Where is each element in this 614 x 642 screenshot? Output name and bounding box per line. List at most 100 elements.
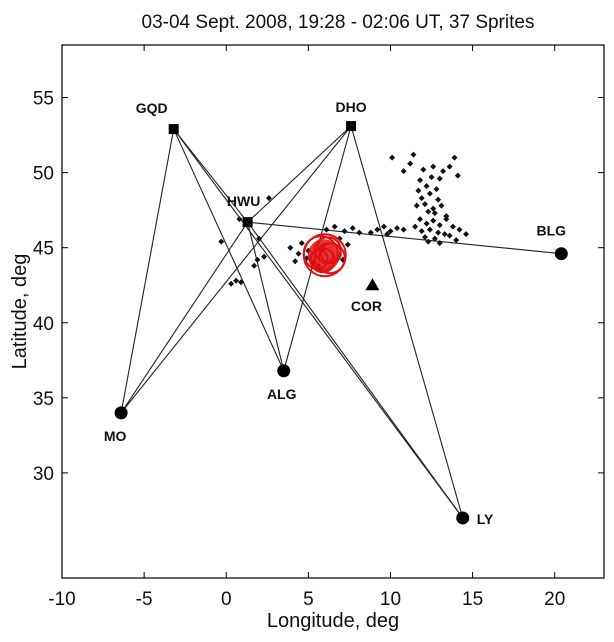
lightning-point [433, 186, 440, 193]
lightning-point [412, 223, 419, 230]
lightning-point [238, 279, 245, 286]
lightning-point [418, 195, 425, 202]
chart-title: 03-04 Sept. 2008, 19:28 - 02:06 UT, 37 S… [141, 12, 535, 33]
x-tick-label: 15 [462, 589, 483, 610]
lightning-point [423, 220, 430, 227]
lightning-point [456, 226, 463, 233]
lightning-point [410, 151, 417, 158]
station-gqd-label: GQD [136, 100, 168, 116]
lightning-point [446, 232, 453, 239]
x-tick-label: -10 [48, 589, 75, 610]
link-line [247, 221, 562, 255]
link-line [120, 128, 175, 413]
lightning-point [380, 223, 387, 230]
station-dho-label: DHO [336, 99, 367, 115]
lightning-point [425, 208, 432, 215]
lightning-point [436, 222, 443, 229]
lightning-point [430, 217, 437, 224]
y-tick-label: 40 [33, 314, 54, 335]
lightning-point [435, 196, 442, 203]
lightning-point [431, 210, 438, 217]
lightning-point [367, 229, 374, 236]
link-line [173, 128, 249, 223]
lightning-point [251, 262, 258, 269]
x-axis-label: Longitude, deg [267, 610, 399, 632]
lightning-point [292, 258, 299, 265]
lightning-point [421, 201, 428, 208]
lightning-point [331, 223, 338, 230]
station-alg-label: ALG [267, 386, 297, 402]
lightning-point [387, 228, 394, 235]
lightning-point [384, 231, 391, 238]
lightning-point [256, 235, 263, 242]
lightning-point [463, 231, 470, 238]
y-axis-label: Latitude, deg [9, 254, 31, 370]
y-tick-label: 30 [33, 464, 54, 485]
lightning-point [261, 253, 268, 260]
lightning-point [438, 202, 445, 209]
station-cor-label: COR [351, 298, 382, 314]
station-ly-label: LY [477, 511, 494, 527]
lightning-point [400, 226, 407, 233]
lightning-point [420, 166, 427, 173]
link-line [247, 221, 464, 519]
lightning-point [425, 238, 432, 245]
lightning-point [431, 235, 438, 242]
link-line [247, 125, 352, 223]
x-tick-label: 5 [303, 589, 314, 610]
x-tick-label: 20 [544, 589, 565, 610]
lightning-point [423, 183, 430, 190]
lightning-point [436, 175, 443, 182]
lightning-point [287, 244, 294, 251]
station-mo-marker [114, 406, 128, 420]
lightning-point [435, 229, 442, 236]
y-tick-label: 50 [33, 164, 54, 185]
y-tick-label: 55 [33, 89, 54, 110]
lightning-point [236, 216, 243, 223]
station-hwu-marker [242, 217, 253, 228]
lightning-point [341, 228, 348, 235]
lightning-point [443, 213, 450, 220]
lightning-point [344, 241, 351, 248]
y-tick-label: 45 [33, 239, 54, 260]
y-tick-label: 35 [33, 389, 54, 410]
station-dho-marker [346, 121, 357, 132]
lightning-point [349, 225, 356, 232]
lightning-point [421, 234, 428, 241]
x-tick-label: 10 [380, 589, 401, 610]
lightning-point [446, 163, 453, 170]
lightning-point [426, 190, 433, 197]
lightning-point [374, 226, 381, 233]
sprite-cluster-core [307, 239, 340, 272]
lightning-point [254, 256, 261, 263]
lightning-point [441, 231, 448, 238]
lightning-point [265, 195, 272, 202]
lightning-point [233, 277, 240, 284]
lightning-point [426, 226, 433, 233]
station-hwu-label: HWU [227, 193, 260, 209]
plot-frame [61, 44, 605, 579]
station-cor-marker [365, 278, 380, 291]
x-tick-label: 0 [221, 589, 232, 610]
lightning-point [356, 229, 363, 236]
lightning-point [323, 226, 330, 233]
lightning-point [453, 237, 460, 244]
link-line [173, 128, 464, 519]
station-mo-label: MO [104, 428, 127, 444]
lightning-point [295, 250, 302, 257]
station-blg-label: BLG [537, 223, 567, 239]
lightning-point [298, 240, 305, 247]
lightning-point [417, 177, 424, 184]
lightning-point [415, 187, 422, 194]
lightning-point [389, 154, 396, 161]
lightning-point [449, 223, 456, 230]
station-blg-marker [554, 247, 568, 261]
lightning-point [436, 240, 443, 247]
lightning-point [418, 228, 425, 235]
station-gqd-marker [168, 124, 179, 135]
lightning-point [430, 205, 437, 212]
lightning-point [443, 216, 450, 223]
lightning-point [228, 280, 235, 287]
